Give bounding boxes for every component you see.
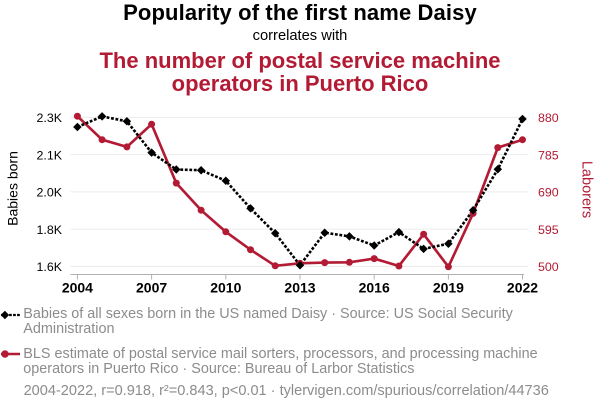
svg-text:2016: 2016 bbox=[359, 280, 390, 296]
svg-text:2019: 2019 bbox=[433, 280, 464, 296]
svg-text:2007: 2007 bbox=[136, 280, 167, 296]
svg-text:2013: 2013 bbox=[284, 280, 315, 296]
svg-text:2.1K: 2.1K bbox=[37, 148, 63, 162]
svg-text:2022: 2022 bbox=[507, 280, 538, 296]
svg-text:690: 690 bbox=[538, 186, 559, 200]
svg-text:2010: 2010 bbox=[210, 280, 241, 296]
svg-text:1.8K: 1.8K bbox=[37, 223, 63, 237]
svg-text:595: 595 bbox=[538, 223, 559, 237]
svg-text:785: 785 bbox=[538, 148, 559, 162]
svg-text:Babies born: Babies born bbox=[5, 151, 21, 226]
svg-text:1.6K: 1.6K bbox=[37, 260, 63, 274]
svg-text:Laborers: Laborers bbox=[578, 161, 594, 218]
svg-text:2.3K: 2.3K bbox=[37, 111, 63, 125]
svg-text:500: 500 bbox=[538, 260, 559, 274]
svg-text:880: 880 bbox=[538, 111, 559, 125]
svg-text:2004: 2004 bbox=[62, 280, 93, 296]
svg-text:2.0K: 2.0K bbox=[37, 186, 63, 200]
